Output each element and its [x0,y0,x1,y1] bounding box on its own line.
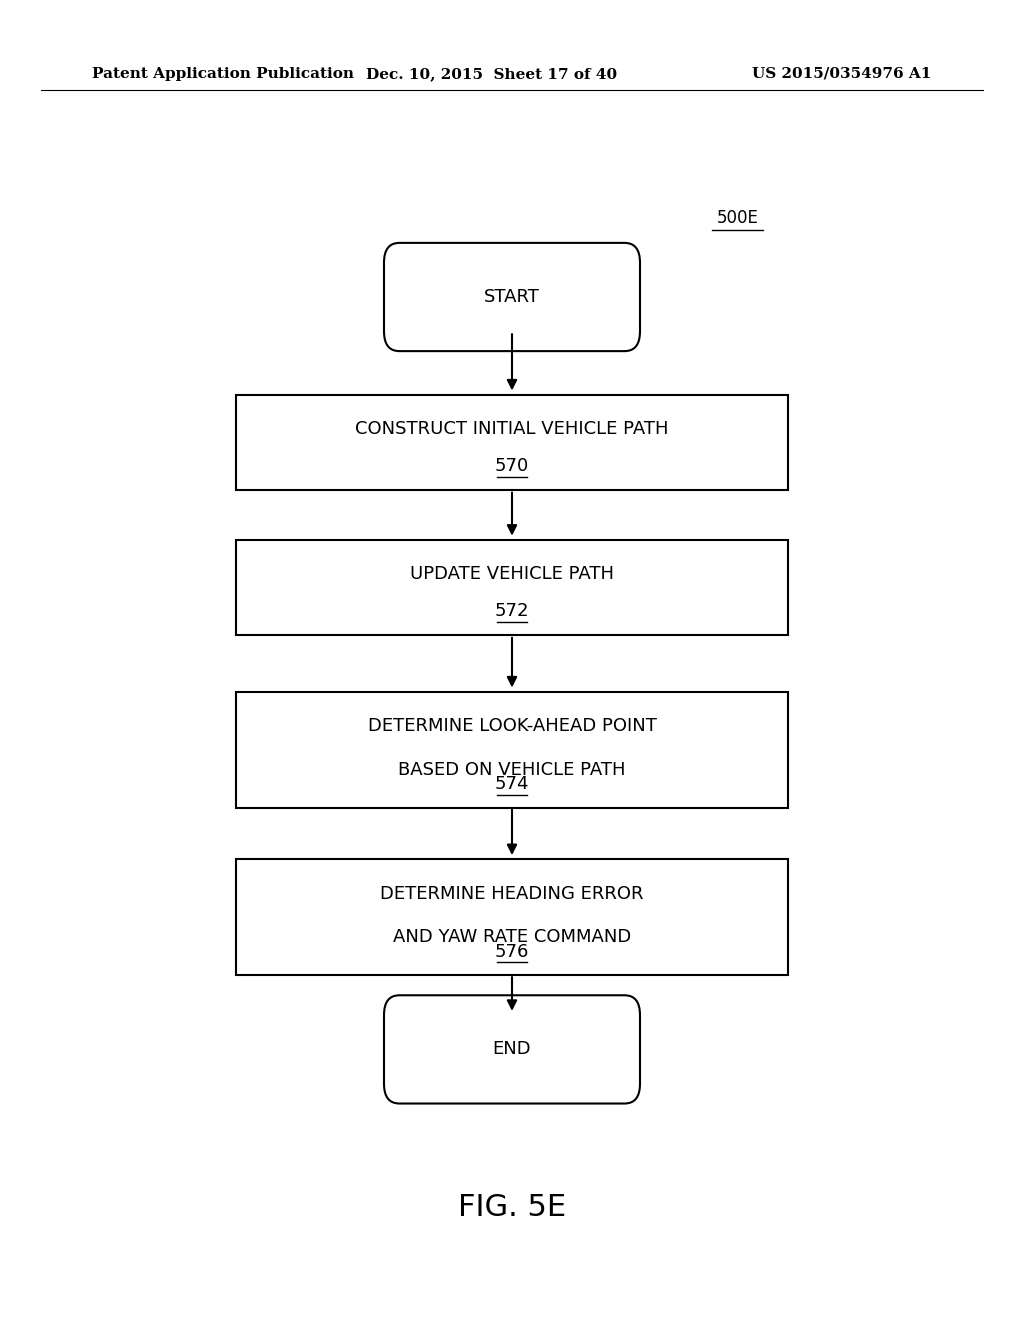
Text: AND YAW RATE COMMAND: AND YAW RATE COMMAND [393,928,631,946]
Text: 576: 576 [495,942,529,961]
Text: BASED ON VEHICLE PATH: BASED ON VEHICLE PATH [398,760,626,779]
Text: FIG. 5E: FIG. 5E [458,1193,566,1222]
Text: 572: 572 [495,602,529,620]
Text: 570: 570 [495,457,529,475]
Text: Patent Application Publication: Patent Application Publication [92,67,354,81]
Bar [236,692,788,808]
Bar [236,859,788,975]
Text: DETERMINE HEADING ERROR: DETERMINE HEADING ERROR [380,884,644,903]
Text: 574: 574 [495,775,529,793]
Text: END: END [493,1040,531,1059]
Text: CONSTRUCT INITIAL VEHICLE PATH: CONSTRUCT INITIAL VEHICLE PATH [355,420,669,438]
FancyBboxPatch shape [384,995,640,1104]
Bar [236,395,788,490]
Text: 500E: 500E [717,209,758,227]
Bar [236,540,788,635]
Text: DETERMINE LOOK-AHEAD POINT: DETERMINE LOOK-AHEAD POINT [368,717,656,735]
Text: US 2015/0354976 A1: US 2015/0354976 A1 [753,67,932,81]
FancyBboxPatch shape [384,243,640,351]
Text: START: START [484,288,540,306]
Text: Dec. 10, 2015  Sheet 17 of 40: Dec. 10, 2015 Sheet 17 of 40 [366,67,617,81]
Text: UPDATE VEHICLE PATH: UPDATE VEHICLE PATH [410,565,614,583]
